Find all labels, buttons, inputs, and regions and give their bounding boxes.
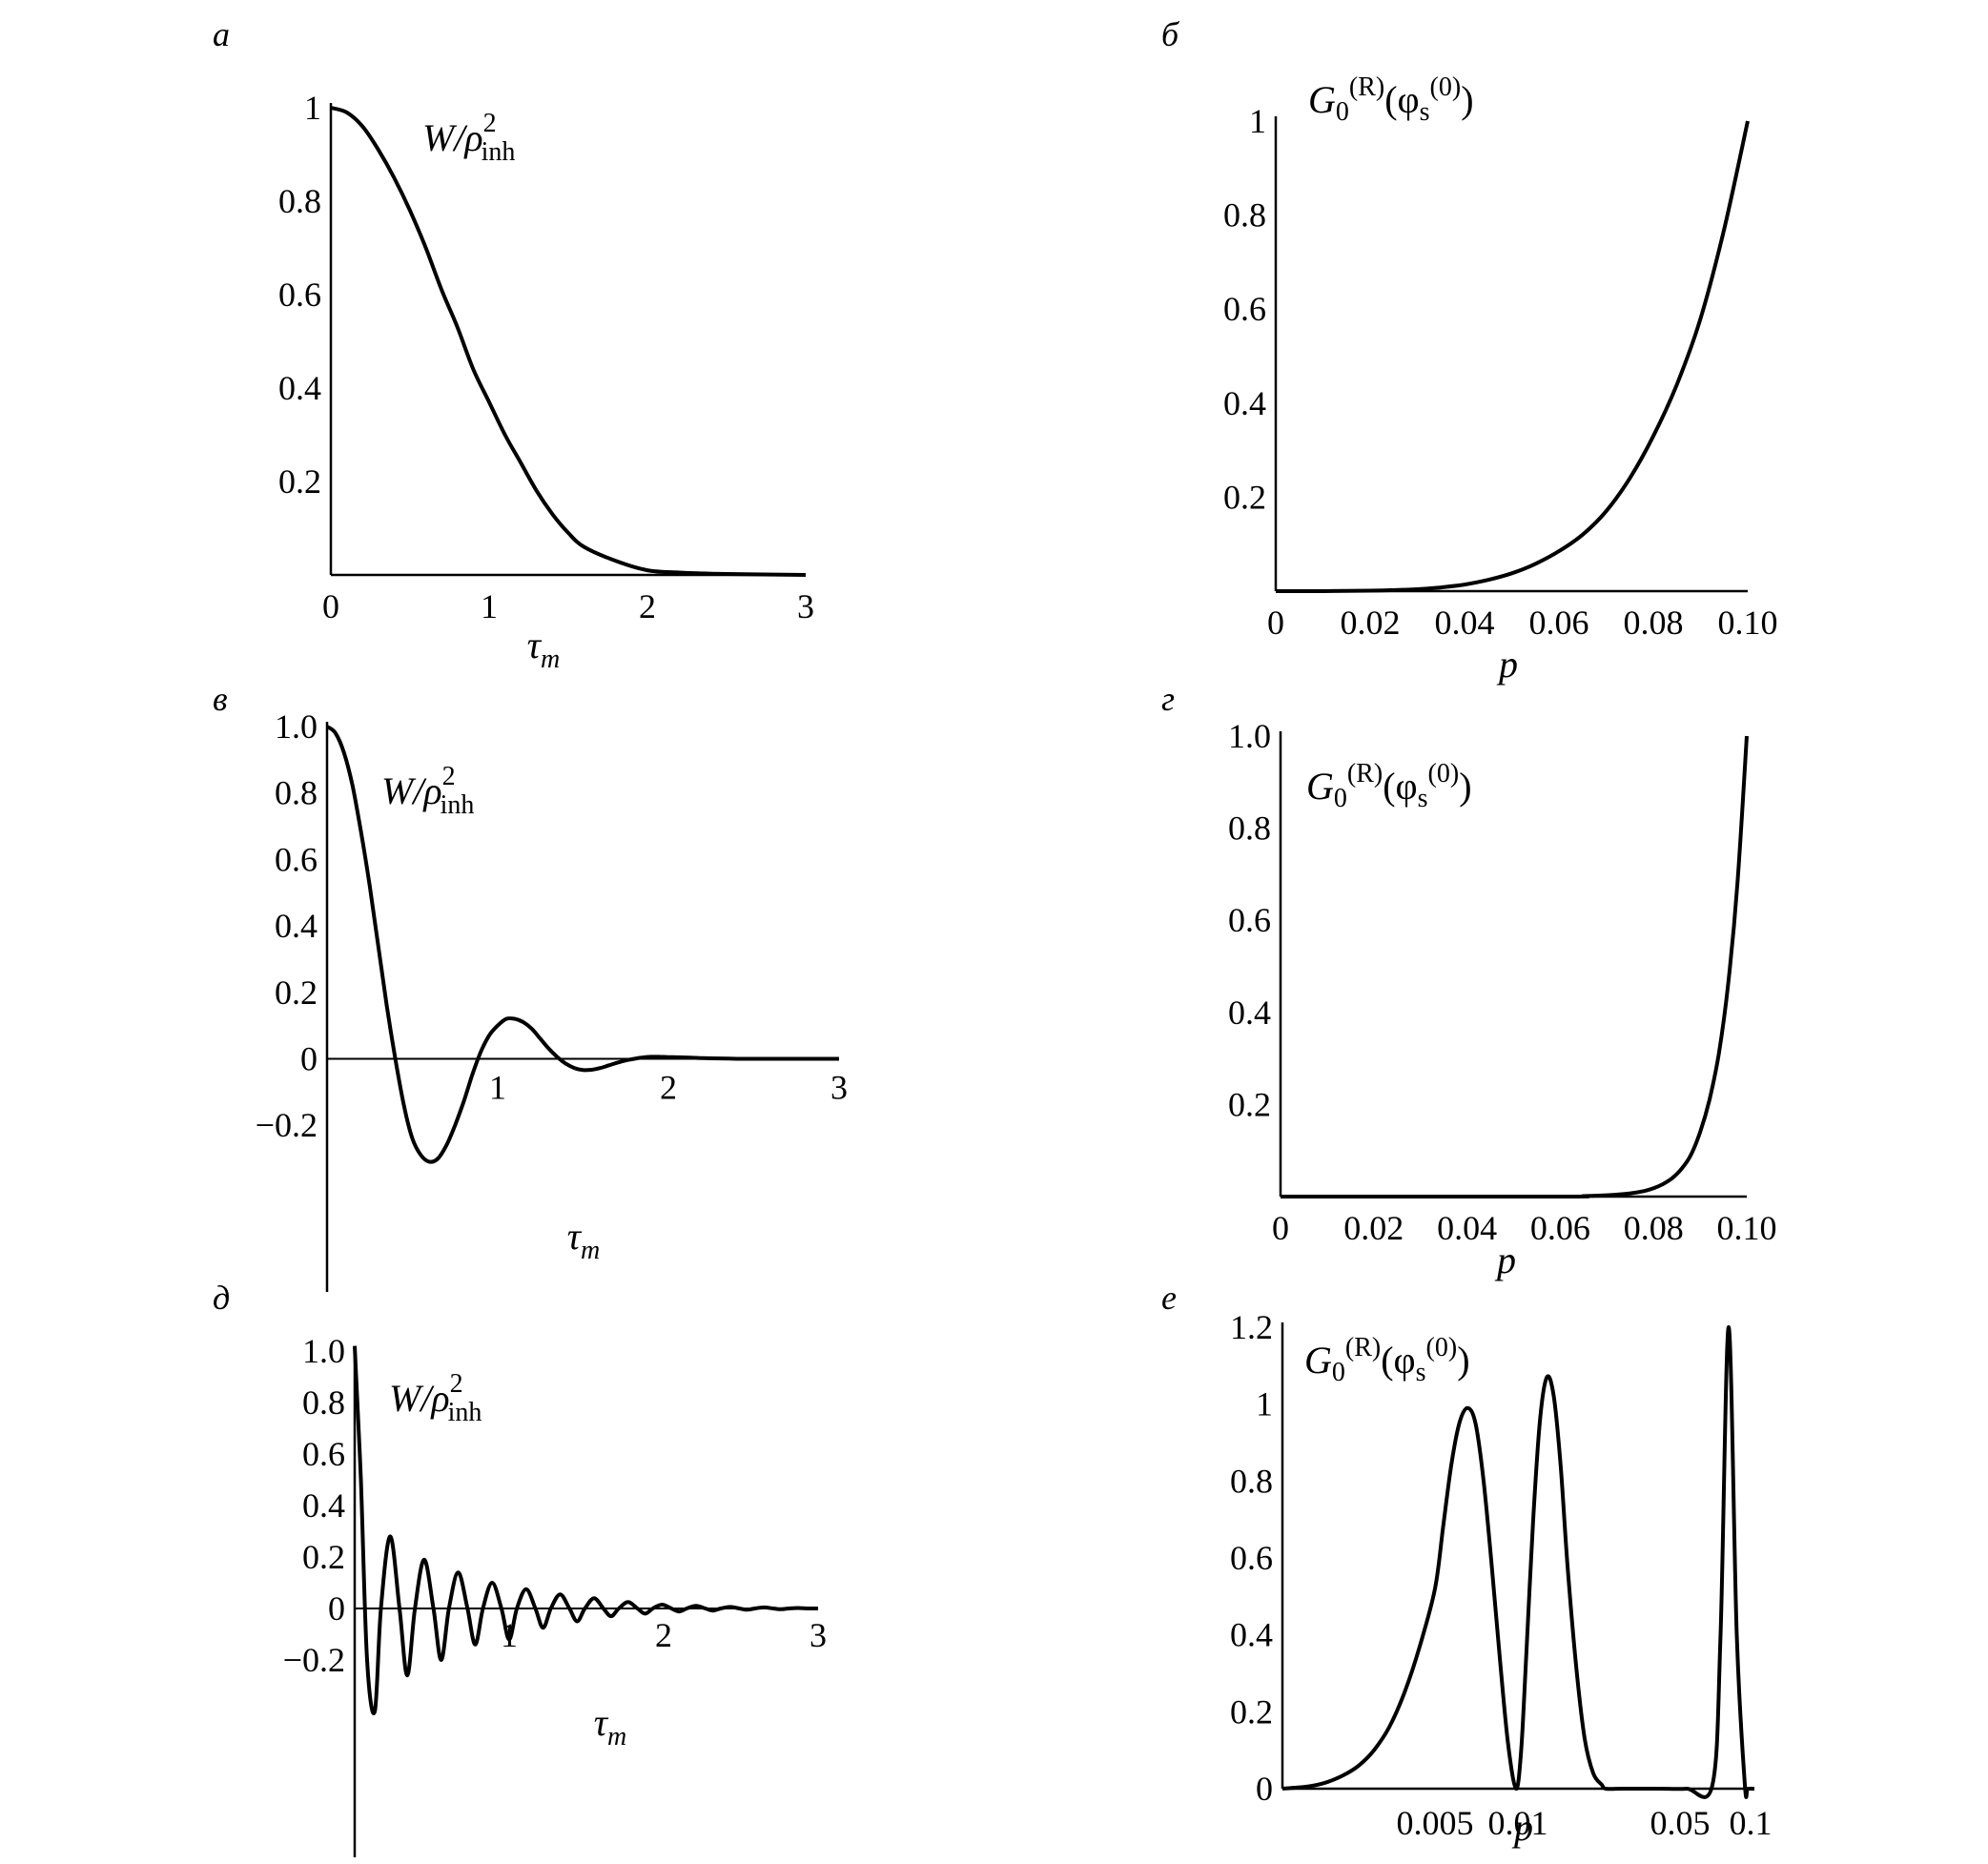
- panel-label: д: [213, 1279, 230, 1317]
- x-tick-label: 0.10: [1718, 604, 1778, 642]
- series-line: [1275, 120, 1750, 594]
- y-tick-label: −0.2: [256, 1106, 318, 1144]
- y-tick-label: 0.2: [278, 462, 321, 501]
- series-line: [353, 1345, 819, 1715]
- chart-title: G0(R)(φs(0)): [1308, 72, 1474, 127]
- y-tick-label: 0.2: [1230, 1692, 1273, 1731]
- y-tick-label: 0.2: [275, 973, 318, 1012]
- y-tick-label: 0.8: [275, 774, 318, 812]
- x-tick-label: 0: [1272, 1209, 1289, 1247]
- chart-title: W/ρ2 inh: [381, 762, 474, 820]
- panel-label: б: [1161, 15, 1180, 53]
- y-tick-label: 1: [1256, 1385, 1273, 1424]
- x-tick-label: 0.08: [1624, 1209, 1684, 1247]
- panel-label: в: [213, 680, 228, 718]
- y-tick-label: 0.6: [1223, 290, 1266, 328]
- x-tick-label: 2: [660, 1068, 677, 1106]
- y-tick-label: 0.4: [1228, 993, 1271, 1032]
- x-tick-label: 1: [481, 587, 498, 625]
- chart-title: G0(R)(φs(0)): [1306, 759, 1472, 813]
- x-tick-label: 0.04: [1435, 604, 1495, 642]
- y-tick-label: 1.0: [275, 707, 318, 746]
- y-tick-label: 0.4: [1223, 384, 1266, 422]
- y-tick-label: 0.8: [1230, 1462, 1273, 1500]
- y-tick-label: 1.0: [1228, 717, 1271, 755]
- y-tick-label: 0.6: [275, 840, 318, 878]
- y-tick-label: 1: [304, 89, 321, 127]
- panel-label: е: [1161, 1279, 1177, 1317]
- x-tick-label: 0.08: [1624, 604, 1684, 642]
- x-tick-label: 0.06: [1529, 604, 1589, 642]
- series-line: [1281, 1325, 1754, 1799]
- y-tick-label: 0: [1256, 1770, 1273, 1808]
- x-tick-label: 0.05: [1650, 1804, 1711, 1842]
- series-line: [1280, 735, 1749, 1199]
- x-tick-label: 0: [1267, 604, 1284, 642]
- x-tick-label: 0.1: [1730, 1804, 1773, 1842]
- x-tick-label: 2: [639, 587, 656, 625]
- x-tick-label: 0.02: [1343, 1209, 1404, 1247]
- x-tick-label: 3: [810, 1616, 827, 1654]
- x-tick-label: 0: [322, 587, 339, 625]
- x-tick-label: 2: [655, 1616, 672, 1654]
- y-tick-label: 0.8: [278, 182, 321, 220]
- x-axis-label: τm: [567, 1215, 601, 1265]
- panel-b: б 1 0.8 0.6 0.4 0.2 0 0.02 0.04 0.06 0.08 0.10 G0(R)…: [1161, 15, 1778, 686]
- y-tick-label: 0.6: [1230, 1539, 1273, 1577]
- panel-a: а 1 0.8 0.6 0.4 0.2 0 1 2 3 W/ρ2 inh τm: [213, 15, 814, 674]
- y-tick-label: 0: [328, 1589, 345, 1628]
- panel-g: г 1.0 0.8 0.6 0.4 0.2 0 0.02 0.04 0.06 0.08 0.10 G0(…: [1161, 680, 1777, 1281]
- y-tick-label: 1: [1249, 102, 1266, 140]
- chart-title: W/ρ2 inh: [422, 109, 515, 167]
- x-axis-label: τm: [594, 1701, 627, 1751]
- y-tick-label: 1.0: [302, 1332, 345, 1370]
- y-tick-label: 0.6: [302, 1435, 345, 1473]
- y-tick-label: 1.2: [1230, 1308, 1273, 1346]
- y-tick-label: 0.8: [1223, 196, 1266, 235]
- panel-e: е 1.2 1 0.8 0.6 0.4 0.2 0 0.005 0.01 0.05 0.1 G0(R)(…: [1161, 1279, 1773, 1849]
- y-tick-label: 0.4: [278, 369, 321, 407]
- y-tick-label: 0.2: [1228, 1085, 1271, 1123]
- x-tick-label: 0.005: [1397, 1804, 1474, 1842]
- x-axis-label: p: [1496, 643, 1518, 686]
- chart-title: W/ρ2 inh: [389, 1369, 482, 1427]
- x-axis-label: p: [1511, 1806, 1533, 1849]
- x-axis-label: τm: [527, 624, 561, 674]
- x-tick-label: 0.01: [1488, 1804, 1548, 1842]
- y-tick-label: 0.4: [1230, 1616, 1273, 1654]
- x-tick-label: 1: [489, 1068, 506, 1106]
- series-line: [330, 106, 807, 577]
- y-tick-label: 0.2: [1223, 478, 1266, 516]
- y-tick-label: 0.8: [1228, 809, 1271, 848]
- x-tick-label: 0.02: [1341, 604, 1401, 642]
- x-tick-label: 0.04: [1437, 1209, 1497, 1247]
- y-tick-label: 0.8: [302, 1383, 345, 1422]
- x-tick-label: 0.10: [1717, 1209, 1777, 1247]
- y-tick-label: 0.4: [275, 907, 318, 945]
- y-tick-label: 0.2: [302, 1538, 345, 1576]
- chart-title: G0(R)(φs(0)): [1304, 1333, 1470, 1387]
- panel-v: в 1.0 0.8 0.6 0.4 0.2 0 −0.2 1 2 3 W/ρ2 inh τm: [213, 680, 848, 1292]
- y-tick-label: 0.4: [302, 1486, 345, 1525]
- y-tick-label: 0: [300, 1039, 318, 1077]
- panel-label: г: [1161, 680, 1175, 718]
- y-tick-label: −0.2: [283, 1641, 345, 1679]
- x-tick-label: 3: [830, 1068, 848, 1106]
- y-tick-label: 0.6: [1228, 901, 1271, 939]
- series-line: [325, 725, 839, 1164]
- panel-label: а: [213, 15, 230, 53]
- x-axis-label: p: [1494, 1239, 1516, 1281]
- y-tick-label: 0.6: [278, 276, 321, 314]
- x-tick-label: 3: [797, 587, 814, 625]
- x-tick-label: 0.06: [1530, 1209, 1590, 1247]
